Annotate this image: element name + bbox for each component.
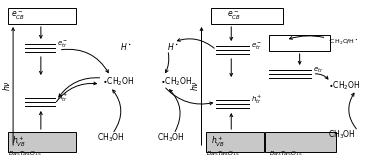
Text: $e^-_{tr}$: $e^-_{tr}$	[57, 38, 68, 50]
Text: $H^\bullet$: $H^\bullet$	[167, 41, 179, 51]
Text: $h\nu$: $h\nu$	[189, 81, 200, 92]
Text: $h\nu$: $h\nu$	[1, 81, 12, 92]
Text: $\cdot$CH$_2$O/H$^\bullet$: $\cdot$CH$_2$O/H$^\bullet$	[328, 38, 359, 47]
Text: $Ba_3Ta_5O_{15}$: $Ba_3Ta_5O_{15}$	[269, 149, 303, 158]
Text: $e^-_{CB}$: $e^-_{CB}$	[11, 10, 25, 22]
Text: $e^-_{CB}$: $e^-_{CB}$	[227, 10, 241, 22]
Text: CH$_3$OH: CH$_3$OH	[328, 129, 356, 141]
Text: $Ba_5Ta_4O_{15}$: $Ba_5Ta_4O_{15}$	[206, 149, 240, 158]
Text: $\bullet$CH$_2$OH: $\bullet$CH$_2$OH	[328, 80, 361, 92]
Text: $e_{tr}$: $e_{tr}$	[313, 65, 323, 75]
Text: $\bullet$CH$_2$OH: $\bullet$CH$_2$OH	[102, 76, 135, 88]
Text: $Ba_5Ta_4O_{15}$: $Ba_5Ta_4O_{15}$	[8, 149, 42, 158]
Text: $h^+_{tr}$: $h^+_{tr}$	[57, 92, 68, 104]
Text: $h^+_{VB}$: $h^+_{VB}$	[211, 135, 225, 149]
Text: CH$_3$OH: CH$_3$OH	[98, 132, 125, 144]
Bar	[206, 132, 264, 152]
Text: $h^+_{VB}$: $h^+_{VB}$	[12, 135, 26, 149]
Text: $h^+_{tr}$: $h^+_{tr}$	[251, 94, 263, 106]
Bar	[211, 8, 283, 24]
Bar	[269, 35, 330, 51]
Text: $e^-_{tr}$: $e^-_{tr}$	[251, 40, 262, 52]
Bar	[8, 8, 76, 24]
Text: $H^\bullet$: $H^\bullet$	[120, 41, 132, 51]
Bar	[8, 132, 76, 152]
Text: CH$_3$OH: CH$_3$OH	[157, 132, 184, 144]
Text: $\bullet$CH$_2$OH: $\bullet$CH$_2$OH	[160, 76, 192, 88]
Bar	[265, 132, 336, 152]
